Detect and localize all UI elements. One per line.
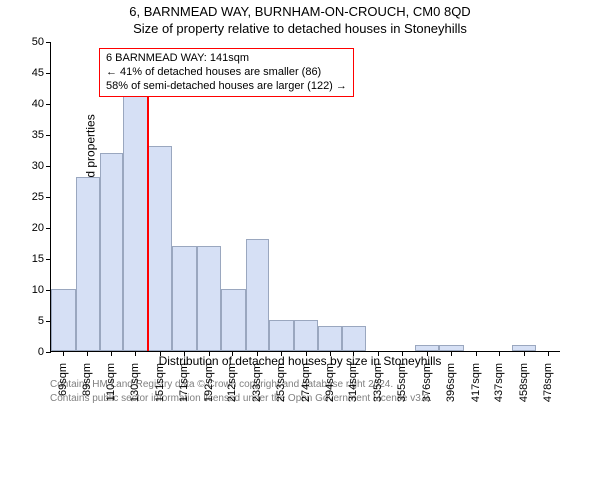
x-tick-label: 335sqm (372, 363, 384, 402)
x-tick-label: 314sqm (347, 363, 359, 402)
y-tick-label: 10 (32, 284, 51, 296)
x-tick-label: 274sqm (300, 363, 312, 402)
y-tick-label: 30 (32, 160, 51, 172)
x-tick (135, 351, 136, 356)
histogram-bar (51, 289, 76, 351)
histogram-bar (342, 326, 367, 351)
x-tick-label: 417sqm (470, 363, 482, 402)
histogram-bar (318, 326, 342, 351)
x-tick (476, 351, 477, 356)
callout-line: 6 BARNMEAD WAY: 141sqm (106, 52, 347, 66)
callout-line: 58% of semi-detached houses are larger (… (106, 80, 347, 94)
x-tick-label: 151sqm (154, 363, 166, 402)
y-tick-label: 25 (32, 191, 51, 203)
histogram-bar (221, 289, 246, 351)
y-tick-label: 40 (32, 98, 51, 110)
x-tick (548, 351, 549, 356)
x-tick-label: 212sqm (226, 363, 238, 402)
x-tick (451, 351, 452, 356)
x-tick (524, 351, 525, 356)
histogram-bar (512, 345, 536, 351)
x-tick (111, 351, 112, 356)
y-tick-label: 45 (32, 67, 51, 79)
x-tick (378, 351, 379, 356)
histogram-plot: 0510152025303540455069sqm89sqm110sqm130s… (50, 42, 560, 352)
x-tick-label: 396sqm (445, 363, 457, 402)
x-tick-label: 355sqm (396, 363, 408, 402)
page-subtitle: Size of property relative to detached ho… (0, 21, 600, 36)
histogram-bar (439, 345, 464, 351)
x-tick (87, 351, 88, 356)
histogram-bar (294, 320, 318, 351)
y-tick-label: 15 (32, 253, 51, 265)
x-tick (232, 351, 233, 356)
x-tick (63, 351, 64, 356)
x-tick (209, 351, 210, 356)
x-tick-label: 294sqm (324, 363, 336, 402)
histogram-bar (172, 246, 197, 351)
chart-container: Number of detached properties 0510152025… (50, 42, 600, 352)
y-tick-label: 5 (38, 315, 51, 327)
x-tick-label: 130sqm (129, 363, 141, 402)
histogram-bar (100, 153, 124, 351)
histogram-bar (415, 345, 439, 351)
y-tick-label: 35 (32, 129, 51, 141)
y-tick-label: 20 (32, 222, 51, 234)
x-tick-label: 233sqm (251, 363, 263, 402)
x-tick-label: 192sqm (203, 363, 215, 402)
x-tick-label: 458sqm (518, 363, 530, 402)
x-tick-label: 110sqm (105, 363, 117, 401)
x-tick-label: 69sqm (57, 363, 69, 396)
y-tick-label: 50 (32, 36, 51, 48)
x-tick-label: 253sqm (275, 363, 287, 402)
x-tick (353, 351, 354, 356)
x-tick (499, 351, 500, 356)
histogram-bar (76, 177, 100, 351)
y-tick-label: 0 (38, 346, 51, 358)
x-tick (160, 351, 161, 356)
subject-marker-line (147, 91, 149, 351)
x-tick-label: 171sqm (178, 363, 190, 402)
histogram-bar (197, 246, 221, 351)
callout-line: ← 41% of detached houses are smaller (86… (106, 66, 347, 80)
x-tick (306, 351, 307, 356)
x-tick (184, 351, 185, 356)
histogram-bar (246, 239, 270, 351)
x-tick-label: 376sqm (421, 363, 433, 402)
x-tick-label: 89sqm (81, 363, 93, 396)
x-tick (281, 351, 282, 356)
x-tick-label: 478sqm (542, 363, 554, 402)
page-title: 6, BARNMEAD WAY, BURNHAM-ON-CROUCH, CM0 … (0, 4, 600, 19)
x-tick-label: 437sqm (493, 363, 505, 402)
x-tick (427, 351, 428, 356)
callout-box: 6 BARNMEAD WAY: 141sqm← 41% of detached … (99, 48, 354, 97)
x-tick (330, 351, 331, 356)
histogram-bar (269, 320, 294, 351)
x-tick (257, 351, 258, 356)
histogram-bar (123, 91, 148, 351)
histogram-bar (148, 146, 172, 351)
x-tick (402, 351, 403, 356)
